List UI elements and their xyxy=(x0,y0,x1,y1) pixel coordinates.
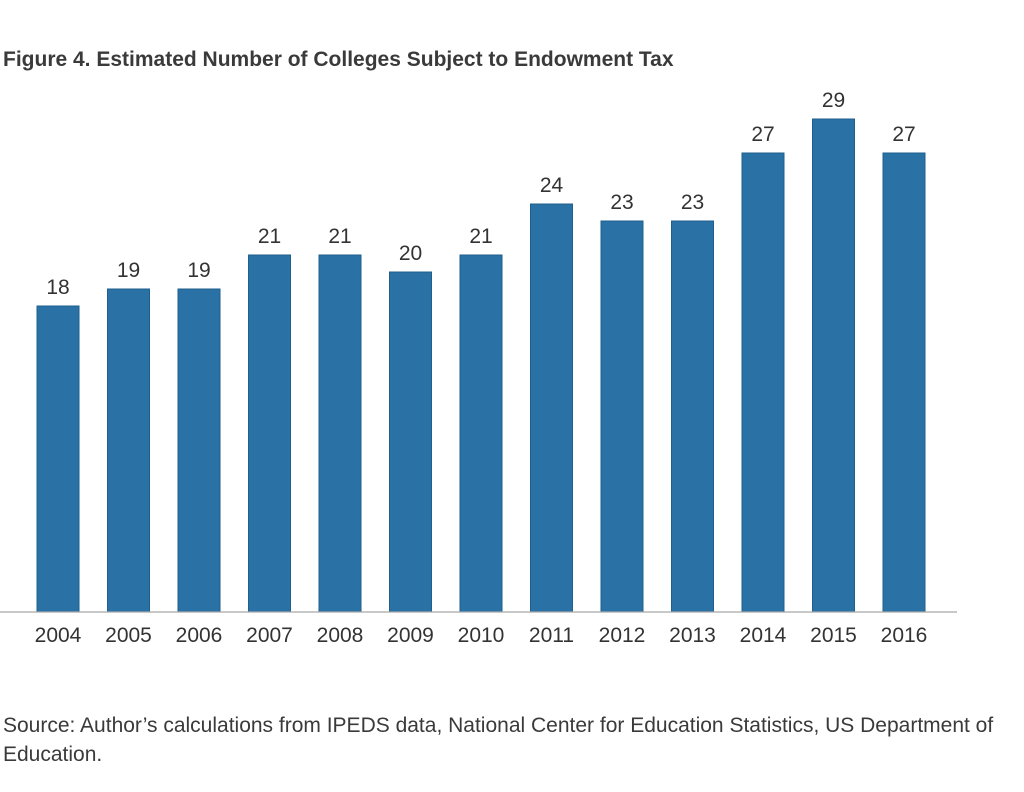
bar-2004 xyxy=(36,305,80,613)
data-label-2004: 18 xyxy=(46,276,69,299)
bar-2009 xyxy=(389,271,432,613)
bar-2010 xyxy=(459,254,503,613)
x-tick-label-2008: 2008 xyxy=(317,624,364,647)
bar-2005 xyxy=(107,288,150,613)
data-label-2011: 24 xyxy=(540,174,564,197)
x-tick-label-2014: 2014 xyxy=(740,624,787,647)
bar-2007 xyxy=(248,254,291,613)
bar-2014 xyxy=(741,152,785,613)
x-tick-label-2011: 2011 xyxy=(529,624,574,647)
data-label-2015: 29 xyxy=(822,89,845,112)
bar-2012 xyxy=(600,220,644,613)
x-tick-labels-layer: 2004 2005 2006 2007 2008 2009 2010 2011 2012 2013… xyxy=(35,624,928,647)
bar-2006 xyxy=(177,288,221,613)
chart-title: Figure 4. Estimated Number of Colleges S… xyxy=(3,48,674,71)
x-tick-label-2013: 2013 xyxy=(669,624,716,647)
data-label-2010: 21 xyxy=(469,225,492,248)
bar-2008 xyxy=(318,254,362,613)
data-label-2007: 21 xyxy=(258,225,281,248)
data-labels-layer: 18 19 19 21 21 20 21 24 23 23 27 29 27 xyxy=(46,89,915,299)
bars-layer xyxy=(36,118,926,613)
x-tick-label-2010: 2010 xyxy=(458,624,505,647)
x-tick-label-2016: 2016 xyxy=(881,624,928,647)
bar-2016 xyxy=(882,152,926,613)
data-label-2006: 19 xyxy=(187,259,210,282)
bar-2015 xyxy=(812,118,855,613)
x-tick-label-2005: 2005 xyxy=(105,624,152,647)
x-tick-label-2007: 2007 xyxy=(246,624,293,647)
data-label-2008: 21 xyxy=(328,225,351,248)
data-label-2009: 20 xyxy=(399,242,422,265)
bar-2013 xyxy=(671,220,714,613)
data-label-2012: 23 xyxy=(610,191,633,214)
x-tick-label-2009: 2009 xyxy=(387,624,434,647)
x-tick-label-2012: 2012 xyxy=(599,624,646,647)
data-label-2016: 27 xyxy=(892,123,915,146)
x-tick-label-2006: 2006 xyxy=(176,624,223,647)
data-label-2005: 19 xyxy=(117,259,140,282)
bar-2011 xyxy=(530,203,573,613)
x-tick-label-2004: 2004 xyxy=(35,624,82,647)
data-label-2013: 23 xyxy=(681,191,704,214)
source-note: Source: Author’s calculations from IPEDS… xyxy=(3,714,994,766)
data-label-2014: 27 xyxy=(751,123,774,146)
x-tick-label-2015: 2015 xyxy=(810,624,857,647)
